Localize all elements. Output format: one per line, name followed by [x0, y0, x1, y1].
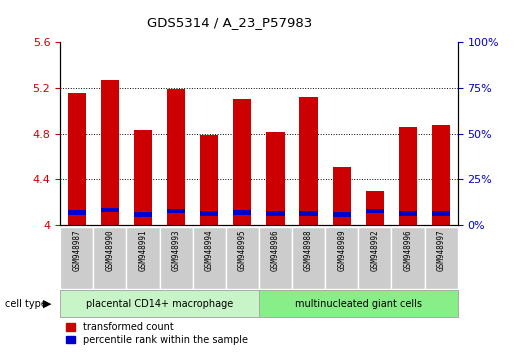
Bar — [167, 209, 185, 213]
Text: GSM948988: GSM948988 — [304, 229, 313, 271]
Bar — [366, 209, 384, 213]
Bar — [67, 210, 86, 215]
Text: GSM948989: GSM948989 — [337, 229, 346, 271]
Text: cell type: cell type — [5, 298, 47, 309]
Bar — [167, 89, 185, 225]
Text: GSM948990: GSM948990 — [105, 229, 115, 271]
Bar — [134, 212, 152, 217]
Bar — [60, 227, 93, 289]
Text: placental CD14+ macrophage: placental CD14+ macrophage — [86, 298, 233, 309]
Bar — [101, 208, 119, 212]
Bar — [233, 99, 252, 225]
Legend: transformed count, percentile rank within the sample: transformed count, percentile rank withi… — [65, 321, 248, 346]
Bar — [366, 190, 384, 225]
Bar — [127, 227, 160, 289]
Bar — [266, 132, 285, 225]
Bar — [134, 130, 152, 225]
Text: GSM948997: GSM948997 — [437, 229, 446, 271]
Bar — [333, 167, 351, 225]
Bar — [358, 227, 391, 289]
Bar — [259, 227, 292, 289]
Bar — [226, 227, 259, 289]
Text: GSM948986: GSM948986 — [271, 229, 280, 271]
Bar — [192, 227, 226, 289]
Text: ▶: ▶ — [43, 298, 51, 309]
Bar — [300, 97, 317, 225]
Bar — [60, 290, 259, 317]
Bar — [67, 93, 86, 225]
Text: GSM948996: GSM948996 — [403, 229, 413, 271]
Bar — [200, 211, 218, 216]
Text: GSM948991: GSM948991 — [139, 229, 147, 271]
Bar — [432, 125, 450, 225]
Bar — [391, 227, 425, 289]
Text: GSM948987: GSM948987 — [72, 229, 81, 271]
Bar — [399, 127, 417, 225]
Bar — [233, 210, 252, 215]
Bar — [93, 227, 127, 289]
Bar — [160, 227, 192, 289]
Bar — [325, 227, 358, 289]
Bar — [101, 80, 119, 225]
Text: GSM948992: GSM948992 — [370, 229, 379, 271]
Bar — [259, 290, 458, 317]
Text: GSM948995: GSM948995 — [238, 229, 247, 271]
Text: GSM948993: GSM948993 — [172, 229, 180, 271]
Bar — [300, 211, 317, 216]
Bar — [425, 227, 458, 289]
Text: multinucleated giant cells: multinucleated giant cells — [295, 298, 422, 309]
Text: GDS5314 / A_23_P57983: GDS5314 / A_23_P57983 — [147, 16, 313, 29]
Bar — [432, 211, 450, 216]
Bar — [200, 135, 218, 225]
Bar — [333, 212, 351, 217]
Bar — [399, 211, 417, 216]
Text: GSM948994: GSM948994 — [204, 229, 214, 271]
Bar — [266, 211, 285, 216]
Bar — [292, 227, 325, 289]
